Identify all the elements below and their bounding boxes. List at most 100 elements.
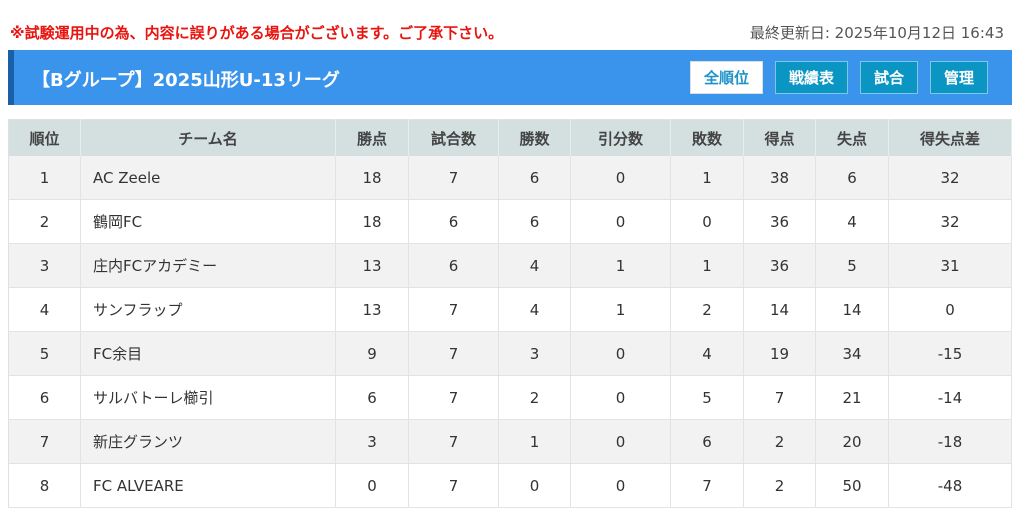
table-cell: 6 <box>670 419 744 464</box>
table-row: 7 新庄グランツ 3 7 1 0 6 2 20 -18 <box>8 419 1012 464</box>
table-cell: 7 <box>743 375 816 420</box>
all-standings-button[interactable]: 全順位 <box>689 61 763 94</box>
table-cell: 18 <box>335 156 409 200</box>
team-name-cell: サンフラップ <box>80 287 336 332</box>
team-name-cell: 庄内FCアカデミー <box>80 243 336 288</box>
table-cell: 7 <box>408 287 499 332</box>
column-header: 勝点 <box>335 119 409 156</box>
table-cell: 0 <box>570 156 671 200</box>
table-cell: 38 <box>743 156 816 200</box>
table-cell: -14 <box>888 375 1012 420</box>
team-name-cell: AC Zeele <box>80 156 336 200</box>
table-cell: 3 <box>498 331 571 376</box>
team-name-cell: サルバトーレ櫛引 <box>80 375 336 420</box>
table-cell: 7 <box>408 419 499 464</box>
table-row: 2 鶴岡FC 18 6 6 0 0 36 4 32 <box>8 199 1012 244</box>
table-cell: -48 <box>888 463 1012 508</box>
table-cell: 1 <box>498 419 571 464</box>
table-cell: 36 <box>743 243 816 288</box>
table-cell: 3 <box>335 419 409 464</box>
table-cell: -15 <box>888 331 1012 376</box>
table-cell: 0 <box>570 375 671 420</box>
page-title: 【Bグループ】2025山形U-13リーグ <box>32 70 340 91</box>
table-cell: 7 <box>408 375 499 420</box>
table-cell: 2 <box>670 287 744 332</box>
table-cell: 7 <box>408 463 499 508</box>
table-cell: 1 <box>670 243 744 288</box>
column-header: 得点 <box>743 119 816 156</box>
table-cell: 1 <box>670 156 744 200</box>
table-row: 8 FC ALVEARE 0 7 0 0 7 2 50 -48 <box>8 463 1012 508</box>
header-bar: 【Bグループ】2025山形U-13リーグ 全順位 戦績表 試合 管理 <box>8 50 1012 105</box>
table-cell: 19 <box>743 331 816 376</box>
table-cell: 4 <box>498 243 571 288</box>
table-cell: 0 <box>335 463 409 508</box>
table-cell: 36 <box>743 199 816 244</box>
table-cell: 6 <box>408 243 499 288</box>
table-cell: 8 <box>8 463 81 508</box>
table-cell: 0 <box>570 331 671 376</box>
table-row: 5 FC余目 9 7 3 0 4 19 34 -15 <box>8 331 1012 376</box>
table-cell: 2 <box>743 463 816 508</box>
table-cell: 31 <box>888 243 1012 288</box>
column-header: 引分数 <box>570 119 671 156</box>
table-cell: 4 <box>498 287 571 332</box>
table-cell: 0 <box>570 199 671 244</box>
table-cell: 21 <box>815 375 889 420</box>
matches-button[interactable]: 試合 <box>859 61 918 94</box>
table-cell: 0 <box>570 463 671 508</box>
table-cell: 0 <box>570 419 671 464</box>
results-table-button[interactable]: 戦績表 <box>774 61 848 94</box>
table-cell: 13 <box>335 287 409 332</box>
table-cell: 4 <box>815 199 889 244</box>
table-cell: 3 <box>8 243 81 288</box>
table-row: 1 AC Zeele 18 7 6 0 1 38 6 32 <box>8 156 1012 200</box>
table-cell: 1 <box>570 287 671 332</box>
table-cell: -18 <box>888 419 1012 464</box>
table-cell: 6 <box>815 156 889 200</box>
table-row: 4 サンフラップ 13 7 4 1 2 14 14 0 <box>8 287 1012 332</box>
standings-table: 順位 チーム名 勝点 試合数 勝数 引分数 敗数 得点 失点 得失点差 1 AC Zeele 18 7 6… <box>8 119 1012 508</box>
table-cell: 5 <box>670 375 744 420</box>
column-header: 敗数 <box>670 119 744 156</box>
table-cell: 2 <box>8 199 81 244</box>
table-cell: 6 <box>335 375 409 420</box>
column-header: 失点 <box>815 119 889 156</box>
table-cell: 7 <box>670 463 744 508</box>
team-name-cell: FC ALVEARE <box>80 463 336 508</box>
table-cell: 34 <box>815 331 889 376</box>
team-name-cell: 鶴岡FC <box>80 199 336 244</box>
table-cell: 6 <box>498 156 571 200</box>
table-cell: 5 <box>815 243 889 288</box>
table-cell: 14 <box>743 287 816 332</box>
table-cell: 6 <box>498 199 571 244</box>
table-cell: 7 <box>408 156 499 200</box>
column-header: 得失点差 <box>888 119 1012 156</box>
table-cell: 0 <box>670 199 744 244</box>
table-cell: 1 <box>570 243 671 288</box>
table-cell: 32 <box>888 156 1012 200</box>
table-row: 3 庄内FCアカデミー 13 6 4 1 1 36 5 31 <box>8 243 1012 288</box>
table-cell: 20 <box>815 419 889 464</box>
table-cell: 13 <box>335 243 409 288</box>
table-cell: 50 <box>815 463 889 508</box>
column-header: 勝数 <box>498 119 571 156</box>
column-header: チーム名 <box>80 119 336 156</box>
table-cell: 2 <box>498 375 571 420</box>
last-updated: 最終更新日: 2025年10月12日 16:43 <box>749 24 1004 42</box>
table-row: 6 サルバトーレ櫛引 6 7 2 0 5 7 21 -14 <box>8 375 1012 420</box>
table-cell: 4 <box>8 287 81 332</box>
table-cell: 6 <box>8 375 81 420</box>
table-cell: 14 <box>815 287 889 332</box>
table-cell: 7 <box>8 419 81 464</box>
column-header: 順位 <box>8 119 81 156</box>
team-name-cell: FC余目 <box>80 331 336 376</box>
table-cell: 4 <box>670 331 744 376</box>
table-cell: 9 <box>335 331 409 376</box>
table-cell: 18 <box>335 199 409 244</box>
notice-text: ※試験運用中の為、内容に誤りがある場合がございます。ご了承下さい。 <box>10 24 504 42</box>
admin-button[interactable]: 管理 <box>929 61 988 94</box>
table-cell: 2 <box>743 419 816 464</box>
column-header: 試合数 <box>408 119 499 156</box>
table-cell: 7 <box>408 331 499 376</box>
